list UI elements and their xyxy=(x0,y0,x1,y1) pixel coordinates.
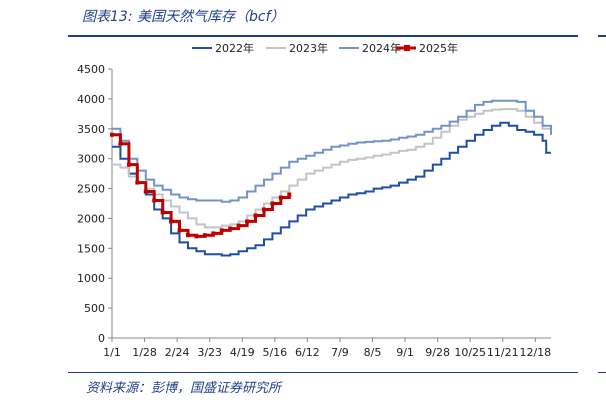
x-tick-label: 1/28 xyxy=(132,346,157,359)
series-line-y2023 xyxy=(112,108,552,229)
x-tick-label: 11/21 xyxy=(487,346,519,359)
y-tick-label: 0 xyxy=(98,332,105,345)
y-tick-label: 1000 xyxy=(77,272,105,285)
top-rule xyxy=(68,35,578,37)
y-tick-label: 500 xyxy=(84,302,105,315)
series-line-y2024 xyxy=(112,99,552,203)
legend-label-y2025: 2025年 xyxy=(419,41,458,55)
y-tick-label: 3000 xyxy=(77,153,105,166)
point-marker-y2025 xyxy=(126,162,131,167)
point-marker-y2025 xyxy=(194,234,199,239)
y-tick-label: 3500 xyxy=(77,123,105,136)
x-tick-label: 4/19 xyxy=(230,346,255,359)
legend: 2022年 2023年 2024年 2025年 xyxy=(192,41,458,55)
series-lines xyxy=(110,99,552,257)
point-marker-y2025 xyxy=(202,233,207,238)
legend-label-y2023: 2023年 xyxy=(289,41,328,55)
source-note: 资料来源：彭博，国盛证券研究所 xyxy=(86,381,282,396)
x-ticks: 1/1 1/28 2/24 3/23 4/19 5/16 6/12 7/9 8/5 9/1 9/28… xyxy=(103,338,551,359)
legend-label-y2024: 2024年 xyxy=(362,41,401,55)
axes xyxy=(111,69,551,339)
x-tick-label: 8/5 xyxy=(364,346,382,359)
point-marker-y2025 xyxy=(261,207,266,212)
point-marker-y2025 xyxy=(236,223,241,228)
point-marker-y2025 xyxy=(219,228,224,233)
point-marker-y2025 xyxy=(118,141,123,146)
bottom-rule xyxy=(68,372,578,373)
x-tick-label: 12/18 xyxy=(519,346,551,359)
point-marker-y2025 xyxy=(270,201,275,206)
y-ticks: 0 500 1000 1500 2000 2500 3000 3500 4000 4500 xyxy=(77,63,112,345)
chart-title: 图表13: 美国天然气库存（bcf） xyxy=(82,9,285,25)
point-marker-y2025 xyxy=(177,228,182,233)
point-marker-y2025 xyxy=(278,195,283,200)
y-tick-label: 1500 xyxy=(77,242,105,255)
series-line-y2022 xyxy=(112,121,551,257)
point-marker-y2025 xyxy=(245,219,250,224)
x-tick-label: 1/1 xyxy=(103,346,121,359)
point-marker-y2025 xyxy=(185,233,190,238)
point-marker-y2025 xyxy=(211,231,216,236)
point-marker-y2025 xyxy=(253,213,258,218)
x-tick-label: 9/28 xyxy=(425,346,450,359)
y-tick-label: 4500 xyxy=(77,63,105,76)
top-rule-edge xyxy=(598,35,606,37)
x-tick-label: 6/12 xyxy=(295,346,320,359)
point-marker-y2025 xyxy=(143,189,148,194)
point-marker-y2025 xyxy=(169,219,174,224)
x-tick-label: 9/1 xyxy=(396,346,414,359)
point-marker-y2025 xyxy=(110,132,114,137)
x-tick-label: 5/16 xyxy=(262,346,287,359)
y-tick-label: 4000 xyxy=(77,93,105,106)
bottom-rule-edge xyxy=(598,372,606,373)
y-tick-label: 2000 xyxy=(77,212,105,225)
x-tick-label: 10/25 xyxy=(454,346,486,359)
legend-marker-y2025 xyxy=(404,45,410,51)
legend-label-y2022: 2022年 xyxy=(215,41,254,55)
point-marker-y2025 xyxy=(152,198,157,203)
point-marker-y2025 xyxy=(160,210,165,215)
x-tick-label: 3/23 xyxy=(197,346,222,359)
storage-line-chart: 2022年 2023年 2024年 2025年 0 500 1000 1500 2000 250… xyxy=(77,41,552,359)
point-marker-y2025 xyxy=(228,226,233,231)
y-tick-label: 2500 xyxy=(77,183,105,196)
point-marker-y2025 xyxy=(287,192,292,197)
point-marker-y2025 xyxy=(135,180,140,185)
x-tick-label: 2/24 xyxy=(165,346,190,359)
x-tick-label: 7/9 xyxy=(331,346,349,359)
